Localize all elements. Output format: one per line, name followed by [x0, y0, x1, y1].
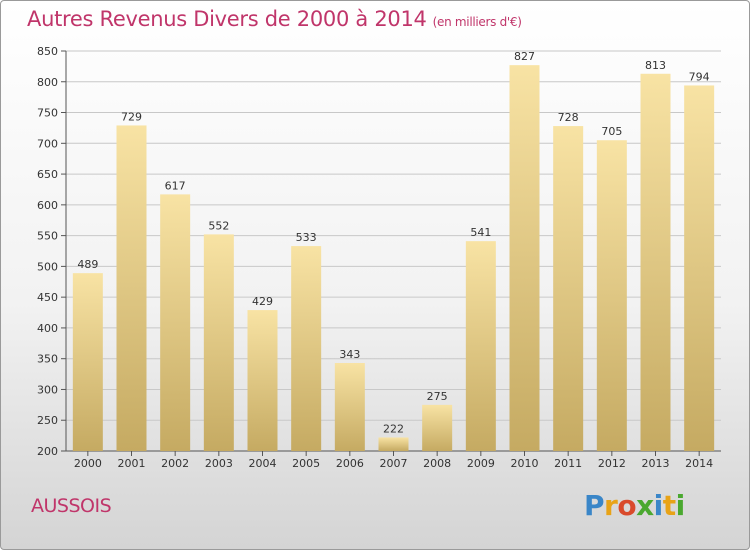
data-label: 541	[470, 226, 491, 239]
bar	[509, 65, 540, 452]
y-tick-label: 550	[37, 230, 58, 243]
logo-letter: r	[604, 489, 618, 522]
logo-letter: t	[662, 489, 676, 522]
bar	[160, 194, 191, 451]
x-tick-label: 2006	[336, 457, 364, 470]
chart-title: Autres Revenus Divers de 2000 à 2014 (en …	[27, 7, 522, 31]
bar	[334, 363, 365, 451]
bar	[596, 140, 627, 451]
logo-letter: o	[617, 489, 637, 522]
bar	[465, 241, 496, 451]
x-tick-label: 2009	[467, 457, 495, 470]
x-tick-label: 2001	[118, 457, 146, 470]
x-tick-label: 2011	[554, 457, 582, 470]
data-label: 813	[645, 59, 666, 72]
chart-title-text: Autres Revenus Divers de 2000 à 2014	[27, 7, 427, 31]
bar	[203, 234, 234, 451]
labels: 200 250 300 350 400 450 500 550 600 650 700 750 800 8…	[37, 45, 713, 470]
y-tick-label: 500	[37, 260, 58, 273]
proxiti-logo: Proxiti	[584, 489, 685, 522]
y-tick-label: 350	[37, 353, 58, 366]
y-tick-label: 600	[37, 199, 58, 212]
bar	[684, 85, 715, 451]
bar	[116, 125, 147, 451]
x-tick-label: 2003	[205, 457, 233, 470]
x-tick-label: 2007	[380, 457, 408, 470]
data-label: 705	[601, 125, 622, 138]
bar	[72, 273, 103, 451]
data-label: 222	[383, 422, 404, 435]
data-label: 489	[77, 258, 98, 271]
bar	[422, 404, 453, 451]
x-tick-label: 2005	[292, 457, 320, 470]
data-label: 794	[689, 70, 710, 83]
bar	[247, 310, 278, 451]
x-tick-label: 2012	[598, 457, 626, 470]
bar	[378, 437, 409, 451]
y-tick-label: 850	[37, 45, 58, 58]
data-label: 552	[208, 219, 229, 232]
bar	[553, 126, 584, 452]
commune-name: AUSSOIS	[31, 495, 112, 517]
y-tick-label: 650	[37, 168, 58, 181]
logo-letter: i	[653, 489, 664, 522]
x-tick-label: 2004	[249, 457, 277, 470]
data-label: 729	[121, 110, 142, 123]
x-tick-label: 2000	[74, 457, 102, 470]
x-tick-label: 2014	[685, 457, 713, 470]
bars	[72, 65, 715, 452]
y-tick-label: 400	[37, 322, 58, 335]
x-tick-label: 2008	[423, 457, 451, 470]
x-tick-label: 2002	[161, 457, 189, 470]
y-tick-label: 200	[37, 445, 58, 458]
y-tick-label: 250	[37, 414, 58, 427]
data-label: 617	[165, 179, 186, 192]
data-label: 343	[339, 348, 360, 361]
data-label: 827	[514, 50, 535, 63]
y-tick-label: 300	[37, 383, 58, 396]
x-tick-label: 2013	[642, 457, 670, 470]
data-label: 728	[558, 111, 579, 124]
y-tick-label: 800	[37, 76, 58, 89]
logo-letter: x	[636, 489, 654, 522]
bar	[291, 246, 322, 451]
data-label: 275	[427, 390, 448, 403]
logo-letter: i	[675, 489, 686, 522]
bar	[640, 73, 671, 452]
y-tick-label: 750	[37, 107, 58, 120]
y-tick-label: 450	[37, 291, 58, 304]
y-tick-label: 700	[37, 137, 58, 150]
data-label: 533	[296, 231, 317, 244]
data-label: 429	[252, 295, 273, 308]
x-tick-label: 2010	[511, 457, 539, 470]
chart-subtitle: (en milliers d'€)	[432, 15, 522, 29]
logo-letter: P	[584, 489, 605, 522]
